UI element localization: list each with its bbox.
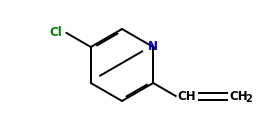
Text: Cl: Cl <box>50 26 62 40</box>
Text: CH: CH <box>230 89 248 102</box>
Text: N: N <box>148 40 158 53</box>
Text: CH: CH <box>178 89 196 102</box>
Text: 2: 2 <box>246 94 252 105</box>
